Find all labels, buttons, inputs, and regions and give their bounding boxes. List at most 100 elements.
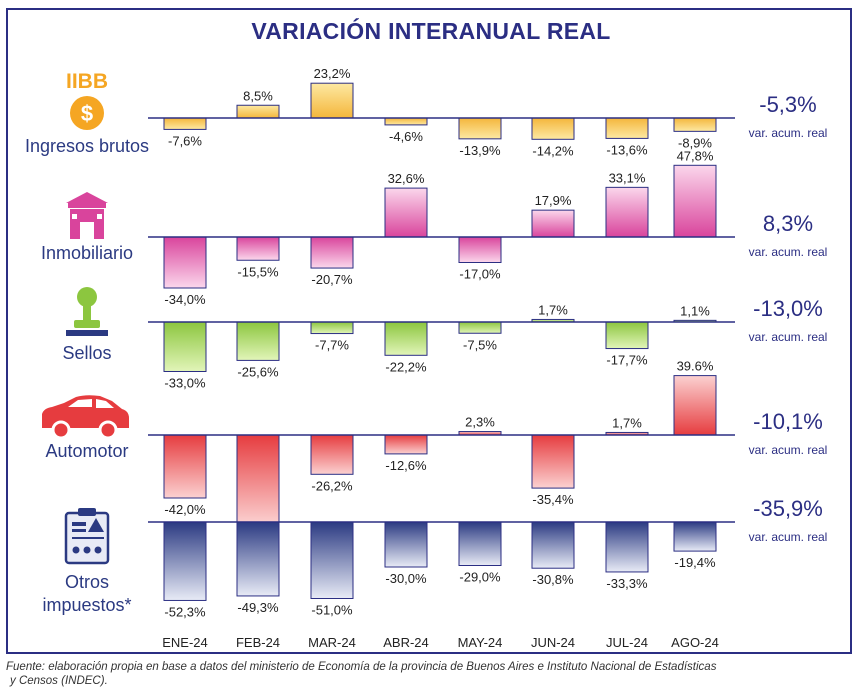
footnote-line-1: Fuente: elaboración propia en base a dat… — [6, 661, 717, 673]
chart-canvas: IIBB $ -7,6%8,5%23,2%-4,6%-13,9% -14,2 — [25, 66, 827, 650]
bar-4-5 — [531, 521, 575, 569]
bar-0-3 — [384, 117, 428, 126]
accum-value-2: -13,0% — [753, 296, 823, 321]
data-label-0-2: 23,2% — [314, 66, 351, 81]
data-label-2-2: -7,7% — [315, 338, 349, 353]
iibb-badge: IIBB — [66, 70, 108, 93]
bar-2-4 — [458, 321, 502, 334]
data-label-0-0: -7,6% — [168, 133, 202, 148]
data-label-1-7: 47,8% — [677, 148, 714, 163]
bar-2-2 — [310, 321, 354, 335]
series-row-4: -52,3% -49,3% -51,0% -30,0% -29,0% -30,8% -33,… — [42, 496, 827, 619]
bar-1-3 — [384, 187, 428, 238]
bar-3-2 — [310, 434, 354, 475]
bar-4-3 — [384, 521, 428, 568]
series-row-1: -34,0% -15,5% -20,7% 32,6% -17,0% 17,9% 33,1% 4… — [41, 148, 827, 307]
data-label-2-7: 1,1% — [680, 303, 710, 318]
bar-4-6 — [605, 521, 649, 573]
data-label-3-2: -26,2% — [311, 478, 353, 493]
data-label-0-6: -13,6% — [606, 142, 648, 157]
data-label-2-5: 1,7% — [538, 302, 568, 317]
data-label-3-0: -42,0% — [164, 502, 206, 517]
month-label-7: AGO-24 — [671, 635, 719, 650]
month-label-1: FEB-24 — [236, 635, 280, 650]
bar-3-5 — [531, 434, 575, 489]
series-name-4-line-1: impuestos* — [42, 595, 131, 615]
accum-value-1: 8,3% — [763, 211, 813, 236]
data-label-0-1: 8,5% — [243, 88, 273, 103]
data-label-4-7: -19,4% — [674, 555, 716, 570]
clipboard-document-icon — [64, 508, 110, 565]
data-label-2-4: -7,5% — [463, 337, 497, 352]
accum-label-1: var. acum. real — [749, 245, 828, 259]
svg-text:$: $ — [81, 101, 93, 126]
bar-3-7 — [673, 375, 717, 436]
car-icon — [42, 395, 129, 440]
data-label-4-6: -33,3% — [606, 576, 648, 591]
data-label-0-5: -14,2% — [532, 143, 574, 158]
data-label-3-4: 2,3% — [465, 415, 495, 430]
data-label-3-5: -35,4% — [532, 492, 574, 507]
data-label-3-6: 1,7% — [612, 415, 642, 430]
bar-2-1 — [236, 321, 280, 361]
month-label-0: ENE-24 — [162, 635, 208, 650]
data-label-2-6: -17,7% — [606, 353, 648, 368]
data-label-4-4: -29,0% — [459, 570, 501, 585]
data-label-0-4: -13,9% — [459, 143, 501, 158]
data-label-2-1: -25,6% — [237, 364, 279, 379]
accum-label-4: var. acum. real — [749, 530, 828, 544]
data-label-1-6: 33,1% — [609, 170, 646, 185]
house-icon — [66, 192, 108, 239]
accum-value-0: -5,3% — [759, 92, 816, 117]
series-row-0: -7,6% 8,5% 23,2% -4,6% -13,9% -14,2% -13,6% -8,… — [25, 66, 827, 158]
data-label-4-5: -30,8% — [532, 572, 574, 587]
month-labels: ENE-24 FEB-24 MAR-24 ABR-24 MAY-24 JUN-24 JUL-… — [162, 635, 719, 650]
stamp-icon — [66, 287, 108, 336]
accum-label-3: var. acum. real — [749, 443, 828, 457]
bar-0-2 — [310, 82, 354, 119]
bar-2-3 — [384, 321, 428, 356]
bar-1-7 — [673, 164, 717, 238]
data-label-4-3: -30,0% — [385, 571, 427, 586]
bar-4-2 — [310, 521, 354, 599]
data-label-2-0: -33,0% — [164, 376, 206, 391]
series-name-3: Automotor — [45, 441, 128, 461]
data-label-3-3: -12,6% — [385, 458, 427, 473]
bar-0-7 — [673, 117, 717, 132]
data-label-1-5: 17,9% — [535, 193, 572, 208]
bar-3-3 — [384, 434, 428, 455]
bar-1-6 — [605, 186, 649, 238]
footnote: Fuente: elaboración propia en base a dat… — [6, 660, 856, 688]
month-label-5: JUN-24 — [531, 635, 575, 650]
bar-0-0 — [163, 117, 207, 130]
chart-title: VARIACIÓN INTERANUAL REAL — [251, 18, 611, 44]
bar-2-6 — [605, 321, 649, 350]
bar-1-0 — [163, 236, 207, 289]
month-label-4: MAY-24 — [458, 635, 503, 650]
accum-label-2: var. acum. real — [749, 330, 828, 344]
series-name-1: Inmobiliario — [41, 243, 133, 263]
bar-4-4 — [458, 521, 502, 566]
bar-1-4 — [458, 236, 502, 263]
data-label-0-7: -8,9% — [678, 135, 712, 150]
month-label-3: ABR-24 — [383, 635, 429, 650]
bar-1-1 — [236, 236, 280, 261]
data-label-0-3: -4,6% — [389, 129, 423, 144]
accum-value-4: -35,9% — [753, 496, 823, 521]
footnote-line-2: y Censos (INDEC). — [10, 675, 108, 687]
data-label-1-4: -17,0% — [459, 267, 501, 282]
data-label-2-3: -22,2% — [385, 359, 427, 374]
data-label-1-0: -34,0% — [164, 292, 206, 307]
bar-0-1 — [236, 104, 280, 119]
bar-0-6 — [605, 117, 649, 139]
bar-0-5 — [531, 117, 575, 140]
month-label-2: MAR-24 — [308, 635, 356, 650]
series-name-4-line-0: Otros — [65, 572, 109, 592]
series-row-2: -33,0% -25,6% -7,7% -22,2% -7,5% 1,7% -17,7% 1,… — [62, 296, 827, 391]
bar-1-5 — [531, 209, 575, 238]
accum-label-0: var. acum. real — [749, 126, 828, 140]
data-label-1-3: 32,6% — [388, 171, 425, 186]
accum-value-3: -10,1% — [753, 409, 823, 434]
series-row-3: -42,0%-59,6%-26,2%-12,6%2,3%-35,4%1,7%39… — [45, 359, 827, 544]
bar-0-4 — [458, 117, 502, 140]
